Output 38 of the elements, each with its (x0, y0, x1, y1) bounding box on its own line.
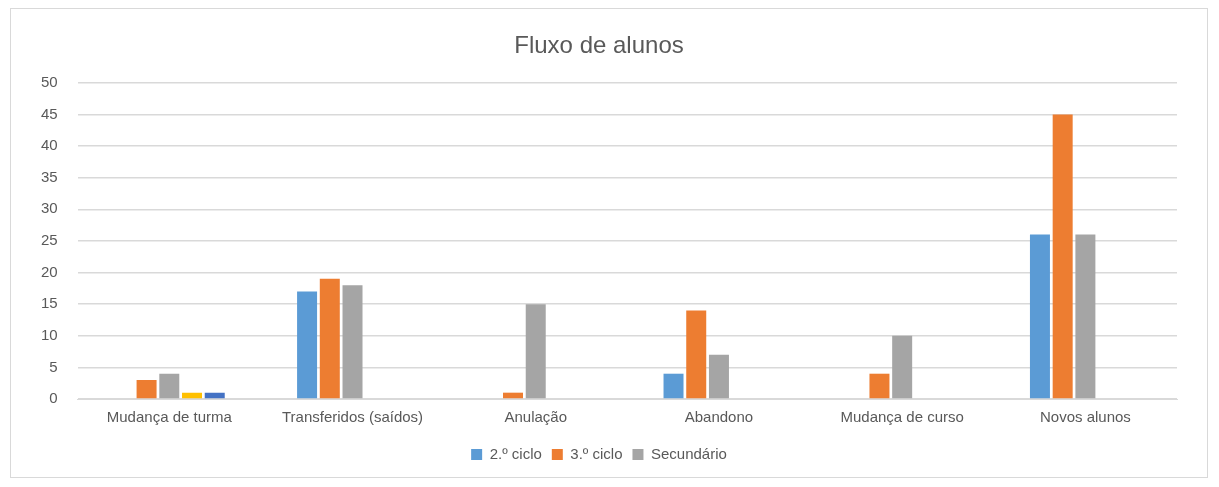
y-tick-label: 50 (41, 72, 58, 90)
legend-label: 2.º ciclo (489, 444, 542, 462)
bar (342, 285, 363, 399)
bar (182, 392, 203, 399)
x-tick-label: Mudança de curso (840, 408, 964, 426)
y-tick-label: 40 (41, 136, 58, 154)
y-tick-label: 25 (41, 231, 58, 249)
y-tick-label: 30 (41, 199, 58, 217)
x-tick-label: Mudança de turma (106, 408, 233, 426)
bar (1075, 234, 1096, 399)
x-tick-label: Anulação (504, 408, 568, 426)
chart-title: Fluxo de alunos (514, 31, 684, 59)
y-tick-label: 0 (49, 389, 58, 407)
y-tick-label: 45 (41, 104, 58, 122)
bar (297, 291, 318, 399)
x-tick-label: Novos alunos (1039, 408, 1131, 426)
legend-label: 3.º ciclo (570, 444, 623, 462)
bar (136, 380, 157, 399)
x-tick-label: Transferidos (saídos) (281, 408, 424, 426)
legend-label: Secundário (650, 444, 727, 462)
bar (204, 392, 225, 399)
bar (708, 354, 729, 399)
bar (1052, 114, 1073, 399)
y-tick-label: 5 (49, 357, 58, 375)
y-tick-label: 10 (41, 325, 58, 343)
bar (159, 373, 180, 399)
bar (1029, 234, 1050, 399)
bar (892, 335, 913, 399)
y-tick-label: 20 (41, 262, 58, 280)
x-tick-label: Abandono (684, 408, 754, 426)
bar (869, 373, 890, 399)
bar (663, 373, 684, 399)
bar (525, 304, 546, 399)
bar (319, 278, 340, 399)
bar (686, 310, 707, 399)
y-tick-label: 15 (41, 294, 58, 312)
bar (503, 392, 524, 399)
y-tick-label: 35 (41, 167, 58, 185)
